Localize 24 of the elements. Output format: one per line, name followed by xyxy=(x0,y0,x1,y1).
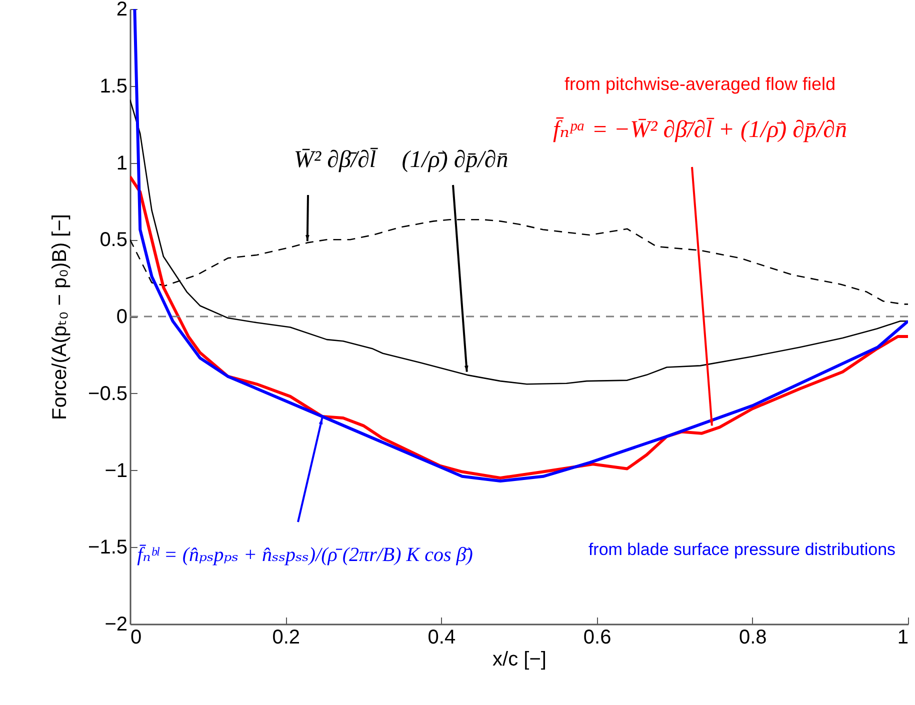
y-tick-label: −1 xyxy=(104,460,128,482)
x-tick-label: 0 xyxy=(130,626,142,648)
x-tick-label: 1 xyxy=(897,626,908,648)
y-tick-label: −0.5 xyxy=(88,382,128,405)
y-axis-title: Force/(A(pₜ₀ − p₀)B) [−] xyxy=(49,214,72,420)
annotation: from pitchwise-averaged flow field xyxy=(564,74,836,94)
y-tick-label: 2 xyxy=(116,0,128,20)
x-tick-label: 0.4 xyxy=(428,626,456,648)
x-tick-label: 0.2 xyxy=(272,626,300,648)
annotation: f̄ₙᵖᵃ = −W̄² ∂β̄/∂l̄ + (1/ρ̄) ∂p̄/∂n̄ xyxy=(552,117,848,143)
annotation: from blade surface pressure distributions xyxy=(588,540,896,559)
y-tick-label: 1 xyxy=(116,152,128,174)
x-tick-label: 0.6 xyxy=(583,626,612,648)
y-tick-label: −2 xyxy=(104,614,128,636)
y-tick-label: −1.5 xyxy=(88,536,128,559)
annotation: (1/ρ̄) ∂p̄/∂n̄ xyxy=(402,147,508,173)
y-tick-label: 1.5 xyxy=(100,75,128,98)
line-series xyxy=(130,99,908,385)
y-tick-label: 0 xyxy=(116,306,128,328)
x-axis-title: x/c [−] xyxy=(492,648,546,670)
y-tick-label: 0.5 xyxy=(100,229,128,252)
annotation: f̄ₙᵇˡ = (n̂ₚₛpₚₛ + n̂ₛₛpₛₛ)/(ρ̄ (2πr/B) K cos β̄) xyxy=(137,544,474,566)
x-tick-label: 0.8 xyxy=(738,626,767,648)
annotation: W̄² ∂β̄/∂l̄ xyxy=(294,147,378,173)
